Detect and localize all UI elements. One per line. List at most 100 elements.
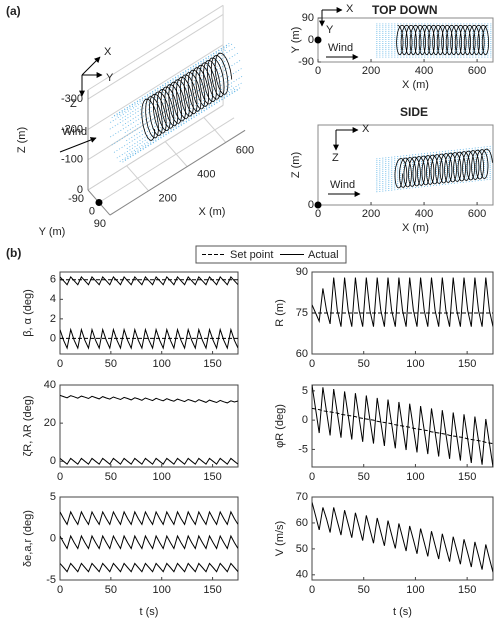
y-tick-label: 0	[89, 205, 95, 217]
axis-name: Z	[70, 98, 77, 110]
y-tick-label: 90	[94, 218, 106, 230]
series-line	[312, 385, 493, 467]
plot-frame	[317, 124, 494, 206]
wing-path	[376, 161, 494, 175]
wind-label: Wind	[330, 179, 355, 191]
x-tick-label: 0	[309, 358, 315, 370]
y-tick-label: 0	[302, 414, 308, 426]
x-tick-label: 200	[362, 208, 380, 220]
axis-name: X	[104, 46, 112, 58]
y-tick-label: -90	[68, 193, 84, 205]
axis-line	[87, 4, 224, 91]
plot-frame	[59, 384, 239, 468]
x-tick-label: 150	[203, 584, 221, 596]
y-tick-label: 0	[308, 34, 314, 46]
wing-path	[376, 151, 494, 166]
wind-label: Wind	[328, 42, 353, 54]
y-tick-label: 75	[296, 307, 308, 319]
x-tick-label: 600	[468, 65, 486, 77]
y-axis-label: δe,a,r (deg)	[22, 510, 34, 567]
y-axis-label: V (m/s)	[274, 521, 286, 556]
wing-path	[376, 155, 494, 169]
y-tick-label: 0	[50, 455, 56, 467]
x-axis-label: X (m)	[199, 206, 226, 218]
ground-station	[314, 201, 322, 209]
x-axis-label: X (m)	[402, 79, 429, 91]
x-tick-label: 0	[315, 208, 321, 220]
ground-station	[95, 199, 103, 207]
x-tick-label: 100	[406, 358, 424, 370]
y-axis-label: Z (m)	[290, 152, 302, 178]
axis-name: X	[362, 123, 370, 135]
x-tick-label: 400	[415, 208, 433, 220]
x-tick-label: 0	[57, 358, 63, 370]
z-tick-label: 0	[77, 184, 83, 196]
panel-label: (a)	[6, 4, 21, 18]
x-tick-label: 150	[458, 471, 476, 483]
x-tick-label: 0	[309, 584, 315, 596]
wing-path	[376, 157, 494, 171]
panel-label: (b)	[6, 246, 21, 260]
y-axis-label: Y (m)	[290, 27, 302, 54]
y-tick-label: 40	[44, 379, 56, 391]
x-tick-label: 100	[153, 471, 171, 483]
y-tick-label: 0	[50, 532, 56, 544]
x-tick-label: 0	[57, 584, 63, 596]
x-tick-label: 50	[105, 584, 117, 596]
x-axis-label: t (s)	[140, 606, 159, 618]
x-tick-label: 0	[309, 471, 315, 483]
x-tick-label: 100	[153, 358, 171, 370]
y-axis-label: β, α (deg)	[22, 289, 34, 337]
series-line	[60, 562, 238, 573]
series-line	[60, 276, 238, 286]
wing-path	[376, 165, 494, 179]
x-tick-label: 600	[236, 144, 254, 156]
trajectory	[396, 24, 489, 56]
series-line	[60, 534, 238, 550]
y-axis-label: Y (m)	[39, 226, 66, 238]
x-tick-label: 150	[203, 358, 221, 370]
view-title: SIDE	[400, 105, 428, 119]
y-tick-label: 5	[50, 491, 56, 503]
x-axis-label: X (m)	[402, 222, 429, 234]
wing-path	[376, 147, 494, 162]
x-tick-label: 50	[105, 358, 117, 370]
x-tick-label: 600	[468, 208, 486, 220]
wing-path	[376, 166, 494, 181]
view-title: TOP DOWN	[372, 3, 438, 17]
x-tick-label: 150	[458, 358, 476, 370]
series-line	[60, 327, 238, 350]
y-tick-label: 60	[296, 348, 308, 360]
series-line	[60, 510, 238, 526]
x-tick-label: 50	[358, 358, 370, 370]
axis-line	[109, 129, 246, 216]
y-tick-label: -5	[298, 443, 308, 455]
series-line	[60, 394, 238, 404]
x-tick-label: 400	[415, 65, 433, 77]
x-tick-label: 100	[406, 471, 424, 483]
axis-arrow	[59, 137, 97, 153]
legend-label: Actual	[308, 249, 339, 261]
y-tick-label: -5	[46, 574, 56, 586]
x-tick-label: 100	[406, 584, 424, 596]
y-tick-label: 90	[302, 12, 314, 24]
wing-path	[119, 88, 236, 162]
y-tick-label: -90	[298, 56, 314, 68]
plot-frame	[59, 271, 239, 355]
axis-name: Y	[326, 24, 334, 36]
wing-path	[376, 178, 494, 193]
z-tick-label: -100	[61, 154, 83, 166]
x-tick-label: 100	[153, 584, 171, 596]
axis-arrow	[81, 56, 101, 76]
x-tick-label: 0	[57, 471, 63, 483]
y-tick-label: 2	[50, 313, 56, 325]
z-axis-label: Z (m)	[16, 127, 28, 153]
x-tick-label: 50	[358, 471, 370, 483]
y-tick-label: 40	[296, 569, 308, 581]
y-tick-label: 6	[50, 274, 56, 286]
wing-path	[376, 176, 494, 191]
wing-path	[376, 174, 494, 189]
x-tick-label: 400	[197, 169, 215, 181]
y-axis-label: φR (deg)	[274, 404, 286, 448]
x-tick-label: 50	[358, 584, 370, 596]
